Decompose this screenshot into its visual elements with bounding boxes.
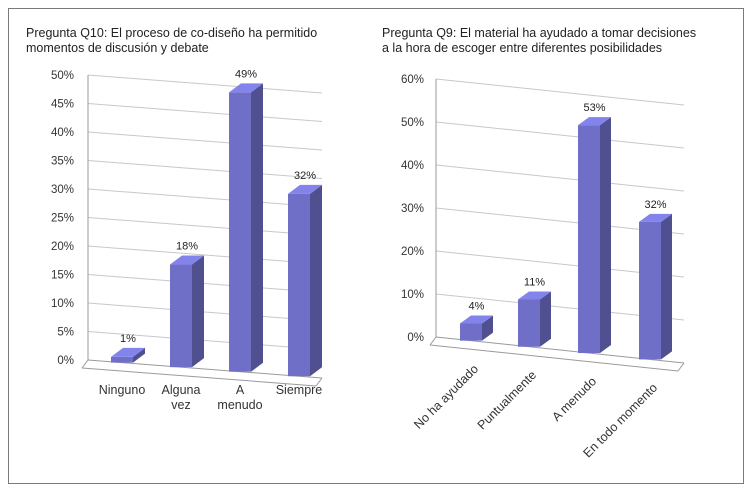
- y-tick-label: 10%: [401, 289, 424, 301]
- y-tick-label: 30%: [51, 184, 74, 196]
- y-tick-label: 50%: [51, 70, 74, 82]
- gridline: [435, 121, 685, 149]
- y-tick-label: 25%: [51, 213, 74, 225]
- y-tick-label: 30%: [401, 203, 424, 215]
- bar: [578, 117, 611, 354]
- y-tick-label: 0%: [407, 332, 424, 344]
- bar: [170, 255, 204, 368]
- gridline: [435, 78, 685, 106]
- chart-2: Pregunta Q9: El material ha ayudado a to…: [382, 26, 696, 460]
- bar: [639, 213, 672, 360]
- floor-right-edge: [315, 377, 323, 387]
- data-label: 32%: [644, 199, 666, 211]
- gridline: [87, 359, 323, 379]
- floor-front-edge: [429, 344, 679, 372]
- y-tick-label: 5%: [57, 327, 74, 339]
- y-tick-label: 0%: [57, 355, 74, 367]
- gridline: [87, 131, 323, 151]
- y-tick-label: 60%: [401, 74, 424, 86]
- bar: [288, 184, 322, 377]
- gridline: [87, 160, 323, 179]
- floor-edge: [429, 336, 437, 346]
- bar: [460, 315, 493, 341]
- gridline: [87, 331, 323, 350]
- chart-title: Pregunta Q10: El proceso de co-diseño ha…: [26, 26, 317, 55]
- gridline: [87, 103, 323, 122]
- y-tick-label: 10%: [51, 298, 74, 310]
- y-tick-label: 40%: [401, 160, 424, 172]
- floor-edge: [81, 359, 89, 369]
- floor-right-edge: [677, 362, 685, 372]
- gridline: [435, 164, 685, 192]
- gridline: [87, 74, 323, 94]
- bar: [229, 83, 263, 372]
- data-label: 49%: [235, 68, 257, 80]
- y-tick-label: 35%: [51, 156, 74, 168]
- y-tick-label: 50%: [401, 117, 424, 129]
- y-tick-label: 40%: [51, 127, 74, 139]
- chart-1: Pregunta Q10: El proceso de co-diseño ha…: [26, 26, 323, 412]
- figure-frame: [8, 8, 744, 484]
- category-label: A menudo: [549, 374, 599, 424]
- gridline: [87, 245, 323, 265]
- data-label: 1%: [120, 333, 136, 345]
- gridline: [87, 274, 323, 293]
- bar: [111, 347, 145, 363]
- category-label: Alguna vez: [162, 383, 201, 412]
- y-tick-label: 15%: [51, 270, 74, 282]
- category-label: Ninguno: [99, 383, 146, 397]
- data-label: 53%: [583, 102, 605, 114]
- category-label: Siempre: [276, 383, 323, 397]
- bar: [518, 291, 551, 347]
- data-label: 11%: [524, 276, 545, 288]
- data-label: 32%: [294, 170, 316, 182]
- data-label: 18%: [176, 241, 198, 253]
- category-label: Puntualmente: [475, 368, 539, 432]
- chart-title: Pregunta Q9: El material ha ayudado a to…: [382, 26, 696, 55]
- data-label: 4%: [469, 300, 485, 312]
- category-label: No ha ayudado: [411, 362, 481, 432]
- y-tick-label: 45%: [51, 99, 74, 111]
- gridline: [87, 188, 323, 208]
- gridline: [87, 217, 323, 236]
- floor-front-edge: [81, 367, 317, 387]
- category-label: En todo momento: [580, 381, 660, 461]
- gridline: [87, 302, 323, 322]
- y-tick-label: 20%: [51, 241, 74, 253]
- y-tick-label: 20%: [401, 246, 424, 258]
